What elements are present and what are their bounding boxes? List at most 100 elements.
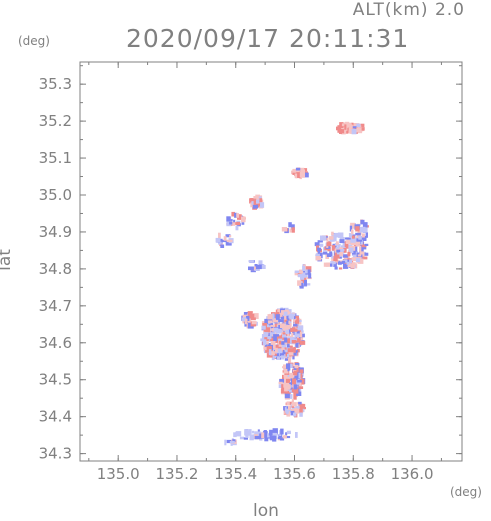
echo-cell	[292, 378, 297, 385]
echo-cell	[295, 175, 301, 179]
echo-cell	[286, 411, 289, 415]
echo-cell	[293, 370, 300, 376]
echo-cell	[264, 436, 269, 442]
echo-cell	[281, 384, 286, 390]
echo-cell	[280, 314, 285, 319]
echo-cell	[277, 351, 281, 355]
echo-cell	[293, 412, 297, 417]
echo-cell	[295, 319, 300, 323]
echo-cell	[241, 222, 245, 225]
echo-cell	[299, 340, 306, 345]
echo-cell	[280, 312, 283, 318]
echo-cell	[295, 167, 301, 171]
x-tick-label: 135.4	[214, 465, 257, 483]
echo-cell	[260, 202, 265, 208]
echo-cell	[331, 231, 334, 236]
echo-cell	[356, 127, 362, 133]
echo-cell	[331, 256, 334, 259]
echo-cell	[250, 317, 256, 321]
echo-cell	[293, 384, 297, 390]
echo-cell	[293, 393, 297, 400]
y-tick-label: 35.0	[39, 186, 72, 204]
echo-cell	[350, 222, 356, 229]
echo-cell	[294, 173, 298, 179]
x-tick-label: 136.0	[391, 465, 434, 483]
echo-cell	[297, 280, 302, 286]
echo-cell	[272, 313, 275, 316]
echo-cell	[241, 317, 247, 322]
echo-cell	[262, 323, 267, 328]
echo-cell	[269, 436, 274, 441]
echo-cell	[294, 270, 300, 274]
echo-cell	[236, 213, 239, 218]
echo-cell	[245, 318, 248, 325]
echo-cell	[292, 336, 296, 340]
echo-cell	[289, 313, 294, 320]
y-tick-label: 34.5	[39, 371, 72, 389]
echo-cell	[289, 335, 293, 338]
echo-cell	[294, 271, 300, 276]
echo-cell	[341, 260, 346, 264]
echo-cell	[297, 319, 302, 323]
echo-cell	[292, 331, 297, 335]
y-tick-label: 35.1	[39, 149, 72, 167]
echo-cell	[298, 401, 302, 405]
echo-cell	[348, 233, 353, 238]
echo-cell	[305, 269, 311, 275]
echo-cell	[317, 240, 323, 243]
echo-cell	[280, 428, 284, 435]
echo-cell	[349, 259, 353, 264]
echo-cell	[293, 324, 298, 327]
echo-cell	[295, 338, 301, 343]
echo-cell	[273, 343, 276, 349]
echo-cell	[352, 123, 357, 128]
echo-cell	[315, 253, 320, 257]
echo-cell	[286, 378, 291, 383]
x-tick-label: 135.0	[97, 465, 140, 483]
echo-cell	[278, 384, 283, 388]
echo-cell	[294, 375, 300, 379]
echo-cell	[325, 262, 330, 267]
echo-cell	[338, 267, 343, 270]
echo-cell	[267, 323, 274, 326]
echo-cell	[326, 237, 329, 243]
echo-cell	[282, 435, 287, 439]
echo-cell	[280, 310, 286, 315]
echo-cell	[229, 441, 235, 444]
echo-cell	[220, 244, 225, 248]
echo-cell	[230, 443, 237, 446]
echo-cell	[302, 272, 308, 278]
echo-cell	[290, 327, 294, 333]
echo-cell	[360, 219, 365, 225]
echo-cell	[288, 329, 291, 335]
echo-cell	[298, 372, 301, 379]
echo-cell	[352, 248, 356, 255]
echo-cell	[270, 324, 276, 327]
echo-cell	[337, 125, 340, 128]
echo-cell	[259, 198, 263, 203]
echo-cell	[284, 368, 288, 373]
echo-cell	[281, 227, 288, 232]
echo-cell	[224, 439, 227, 446]
echo-cell	[225, 234, 231, 238]
echo-cell	[287, 382, 292, 386]
echo-cell	[365, 232, 368, 238]
echo-cell	[356, 238, 363, 242]
echo-cell	[349, 124, 353, 129]
echo-cell	[295, 405, 300, 411]
echo-cell	[255, 264, 262, 270]
echo-cell	[270, 314, 276, 321]
echo-cell	[327, 246, 331, 252]
altitude-label: ALT(km) 2.0	[352, 0, 465, 20]
echo-cell	[277, 356, 280, 360]
echo-cell	[355, 232, 361, 236]
echo-cell	[285, 329, 290, 335]
echo-cell	[351, 257, 357, 262]
echo-cell	[348, 247, 354, 254]
echo-cell	[284, 391, 289, 395]
echo-cell	[333, 262, 337, 267]
echo-cell	[260, 338, 265, 342]
echo-cell	[357, 228, 362, 235]
echo-cell	[336, 126, 342, 131]
echo-cell	[336, 246, 340, 249]
